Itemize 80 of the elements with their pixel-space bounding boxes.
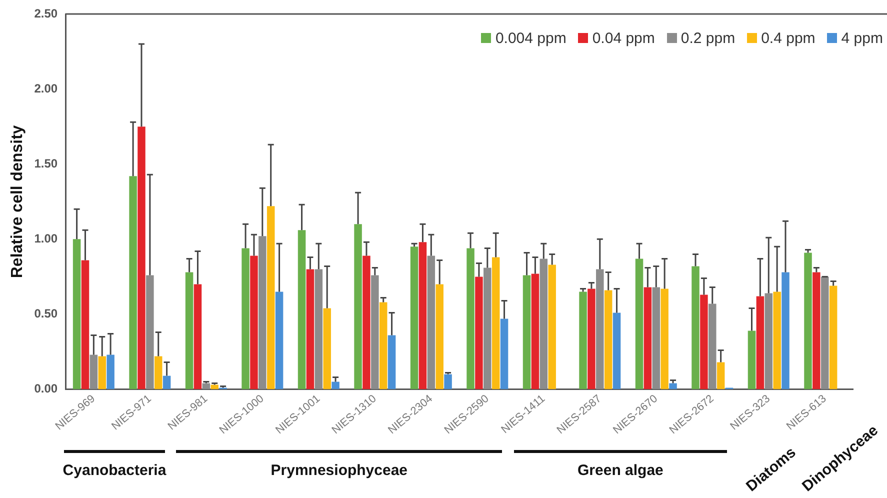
bar: [81, 260, 90, 390]
legend-label: 0.004 ppm: [494, 30, 566, 47]
bar: [708, 304, 716, 390]
bar: [773, 292, 781, 390]
bar: [700, 294, 708, 390]
legend-label: 0.04 ppm: [591, 30, 655, 47]
bar: [522, 275, 531, 390]
bar: [756, 296, 764, 390]
bar: [540, 258, 548, 390]
bar: [332, 382, 340, 390]
bar: [820, 276, 829, 390]
bar: [258, 236, 266, 390]
bar: [162, 376, 171, 390]
bar: [500, 318, 508, 390]
bar: [660, 288, 668, 390]
bar: [475, 276, 483, 390]
legend-label: 4 ppm: [840, 30, 883, 47]
bar: [72, 239, 81, 390]
bar: [106, 354, 114, 390]
y-tick-label: 1.00: [34, 231, 58, 246]
bar: [410, 246, 418, 390]
bar: [782, 272, 790, 390]
legend-label: 0.4 ppm: [760, 30, 816, 47]
bar: [444, 374, 452, 390]
bar: [716, 362, 725, 390]
bar: [652, 287, 660, 390]
bar: [804, 252, 812, 390]
text: Green algae: [578, 462, 664, 479]
bar: [829, 286, 838, 390]
legend-label: 0.2 ppm: [680, 30, 736, 47]
bar: [436, 284, 444, 390]
bar: [379, 302, 388, 390]
y-tick-label: 2.00: [34, 81, 58, 96]
bar: [604, 290, 612, 390]
bar: [764, 293, 773, 390]
bar: [371, 275, 379, 390]
bar: [146, 275, 154, 390]
bar: [692, 266, 700, 390]
bar: [306, 269, 314, 390]
bar: [210, 384, 218, 390]
bar: [354, 224, 362, 390]
bar: [388, 335, 396, 390]
text: Prymnesiophyceae: [270, 462, 408, 479]
bar: [98, 356, 106, 390]
bar: [90, 354, 98, 390]
bar: [531, 274, 540, 390]
y-tick-label: 0.00: [34, 382, 58, 396]
bar: [635, 258, 644, 390]
bar: [579, 292, 587, 390]
bar: [185, 272, 194, 390]
bar: [242, 248, 250, 390]
bar: [548, 264, 556, 390]
bar: [418, 242, 427, 390]
bar: [129, 176, 137, 390]
bar: [612, 312, 621, 390]
y-tick-label: 1.50: [34, 156, 58, 170]
bar: [154, 356, 162, 390]
bar: [275, 292, 284, 390]
bar: [250, 256, 258, 390]
bar: [588, 288, 596, 390]
bar: [669, 383, 677, 390]
bar: [266, 206, 275, 390]
text: Cyanobacteria: [62, 462, 166, 479]
bar: [362, 256, 370, 390]
bar: [484, 268, 492, 390]
y-tick-label: 0.50: [34, 306, 58, 321]
bar: [194, 284, 202, 390]
bar: [644, 287, 652, 390]
bar: [492, 257, 500, 390]
bar: [596, 269, 604, 390]
bar: [748, 330, 756, 390]
bar: [427, 256, 436, 390]
bar: [138, 126, 146, 390]
y-axis-title: Relative cell density: [9, 125, 26, 278]
y-tick-label: 2.50: [34, 6, 58, 20]
bar: [323, 308, 331, 390]
bar: [314, 269, 323, 390]
bar: [298, 230, 306, 390]
bar: [812, 272, 820, 390]
bar: [466, 248, 474, 390]
